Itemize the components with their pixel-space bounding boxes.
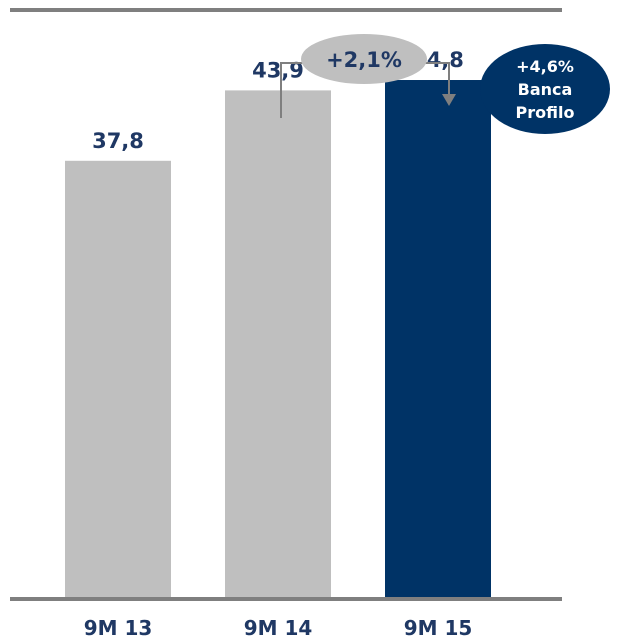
category-label: 9M 15 (404, 616, 473, 640)
badge-line-bank: Banca (518, 80, 573, 99)
bar-9m-14 (225, 90, 331, 598)
category-label: 9M 13 (84, 616, 153, 640)
value-label: 37,8 (92, 129, 144, 153)
category-label: 9M 14 (244, 616, 313, 640)
badge-line-name: Profilo (516, 103, 575, 122)
growth-annotation: +2,1% (280, 34, 456, 118)
badge-line-growth: +4,6% (516, 57, 574, 76)
growth-pill (301, 34, 427, 84)
bar-9m-15 (385, 80, 491, 598)
category-labels-layer: 9M 13 9M 14 9M 15 (84, 616, 473, 640)
growth-arrow-icon (442, 94, 456, 106)
badge-background (480, 44, 610, 134)
banca-profilo-badge: +4,6% Banca Profilo (480, 44, 610, 134)
bar-9m-13 (65, 160, 171, 597)
value-label: 43,9 (252, 58, 304, 82)
bars-layer (65, 80, 491, 598)
growth-label: +2,1% (326, 48, 402, 72)
